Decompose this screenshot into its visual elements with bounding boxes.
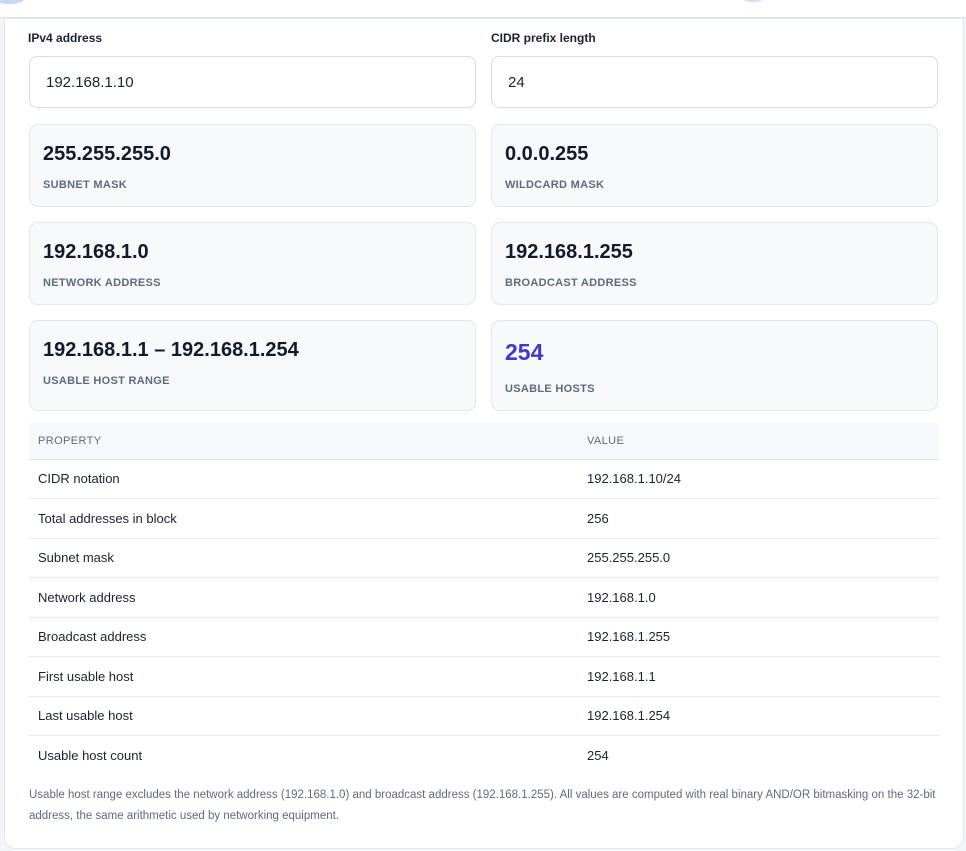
usable-host-range-label: USABLE HOST RANGE [43,375,170,387]
value-cell: 192.168.1.255 [578,617,939,657]
property-cell: Last usable host [29,696,578,736]
subnet-mask-label: SUBNET MASK [43,179,127,191]
table-header-row: PROPERTY VALUE [29,423,939,460]
value-cell: 192.168.1.10/24 [578,459,939,499]
wildcard-mask-card: 0.0.0.255 WILDCARD MASK [491,124,938,207]
subnet-calculator-card: IPv4 address CIDR prefix length 255.255.… [4,18,964,849]
wildcard-mask-label: WILDCARD MASK [505,179,605,191]
top-bar-tab-glow [742,0,764,2]
property-cell: CIDR notation [29,459,578,499]
value-cell: 192.168.1.1 [578,656,939,697]
ipv4-address-label: IPv4 address [28,31,103,45]
top-bar-tab-glow [0,0,24,4]
network-address-value: 192.168.1.0 [43,241,149,263]
value-cell: 256 [578,498,939,539]
column-header-value: VALUE [578,423,939,460]
table-row: Usable host count 254 [29,736,939,776]
table-row: Last usable host 192.168.1.254 [29,696,939,736]
value-cell: 192.168.1.254 [578,696,939,736]
broadcast-address-card: 192.168.1.255 BROADCAST ADDRESS [491,222,938,305]
property-cell: First usable host [29,656,578,697]
network-address-label: NETWORK ADDRESS [43,277,161,289]
value-cell: 255.255.255.0 [578,538,939,578]
table-row: Network address 192.168.1.0 [29,577,939,618]
usable-hosts-value: 254 [505,339,544,365]
subnet-mask-value: 255.255.255.0 [43,143,171,165]
property-cell: Subnet mask [29,538,578,578]
usable-host-range-value: 192.168.1.1 – 192.168.1.254 [43,339,299,361]
ipv4-address-input[interactable] [29,56,476,108]
subnet-mask-card: 255.255.255.0 SUBNET MASK [29,124,476,207]
cidr-prefix-label: CIDR prefix length [491,31,596,45]
value-cell: 254 [587,748,609,763]
property-cell: Usable host count [38,748,143,763]
cidr-prefix-input[interactable] [491,56,938,108]
broadcast-address-value: 192.168.1.255 [505,241,633,263]
table-row: Broadcast address 192.168.1.255 [29,617,939,657]
table-row: Subnet mask 255.255.255.0 [29,538,939,578]
calculation-note: Usable host range excludes the network a… [29,789,936,822]
network-address-card: 192.168.1.0 NETWORK ADDRESS [29,222,476,305]
properties-table: PROPERTY VALUE CIDR notation 192.168.1.1… [29,423,939,775]
usable-hosts-card: 254 USABLE HOSTS [491,320,938,411]
table-row: Total addresses in block 256 [29,498,939,539]
usable-hosts-label: USABLE HOSTS [505,383,595,395]
table-row: First usable host 192.168.1.1 [29,656,939,697]
broadcast-address-label: BROADCAST ADDRESS [505,277,637,289]
value-cell: 192.168.1.0 [578,577,939,618]
column-header-property: PROPERTY [29,423,578,460]
property-cell: Total addresses in block [29,498,578,539]
property-cell: Network address [29,577,578,618]
top-bar [0,0,966,18]
table-row: CIDR notation 192.168.1.10/24 [29,459,939,499]
property-cell: Broadcast address [29,617,578,657]
usable-host-range-card: 192.168.1.1 – 192.168.1.254 USABLE HOST … [29,320,476,411]
wildcard-mask-value: 0.0.0.255 [505,143,589,165]
